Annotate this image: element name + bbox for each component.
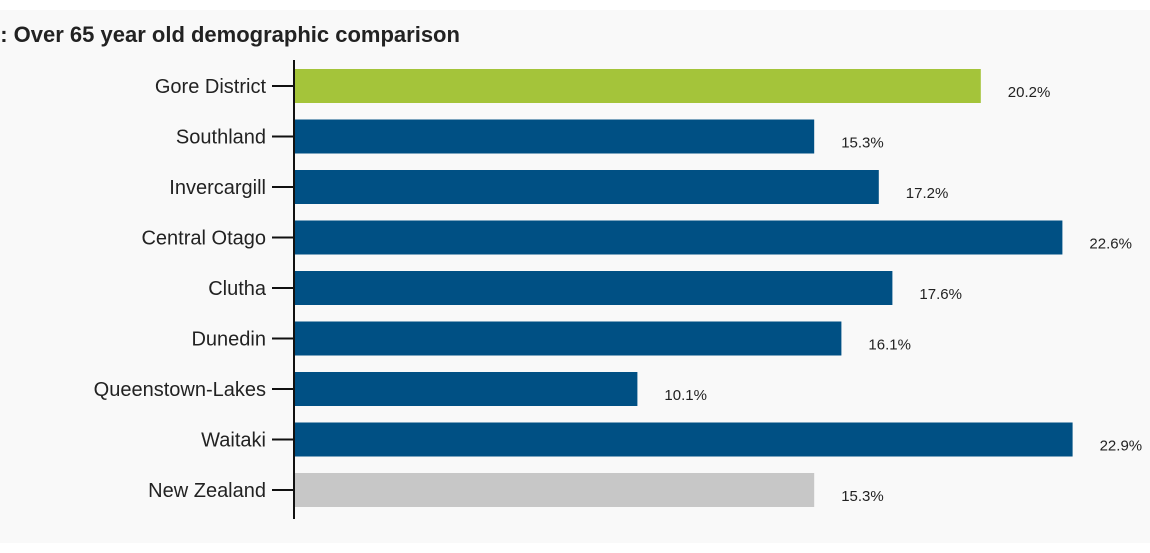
category-label-waitaki: Waitaki	[201, 430, 266, 452]
bar-central-otago	[294, 220, 1063, 255]
ticks-group	[272, 85, 294, 491]
chart-title: 1: Over 65 year old demographic comparis…	[0, 22, 460, 47]
bar-invercargill	[294, 170, 879, 204]
value-label-waitaki: 22.9%	[1100, 438, 1143, 455]
bar-clutha	[294, 271, 893, 305]
bar-new-zealand	[294, 473, 815, 507]
value-label-dunedin: 16.1%	[868, 337, 911, 354]
bars-group	[294, 69, 1073, 507]
category-label-clutha: Clutha	[208, 278, 267, 300]
category-label-dunedin: Dunedin	[191, 329, 266, 351]
category-label-southland: Southland	[176, 127, 266, 149]
category-label-central-otago: Central Otago	[141, 228, 266, 250]
value-label-central-otago: 22.6%	[1089, 236, 1132, 253]
bar-queenstown-lakes	[294, 372, 638, 406]
category-label-gore-district: Gore District	[155, 76, 267, 98]
category-labels-group: Gore District Southland Invercargill Centra…	[94, 76, 267, 502]
value-label-queenstown-lakes: 10.1%	[664, 387, 707, 404]
category-label-new-zealand: New Zealand	[148, 480, 266, 502]
bar-gore-district	[294, 69, 981, 103]
value-label-southland: 15.3%	[841, 135, 884, 152]
value-labels-group: 20.2% 15.3% 17.2% 22.6% 17.6% 16.1% 10.1% 22.9%…	[664, 84, 1142, 505]
value-label-new-zealand: 15.3%	[841, 488, 884, 505]
bar-southland	[294, 119, 815, 154]
value-label-clutha: 17.6%	[919, 286, 962, 303]
category-label-queenstown-lakes: Queenstown-Lakes	[94, 379, 266, 401]
bar-dunedin	[294, 321, 842, 356]
value-label-gore-district: 20.2%	[1008, 84, 1051, 101]
bar-waitaki	[294, 422, 1073, 457]
value-label-invercargill: 17.2%	[906, 185, 949, 202]
category-label-invercargill: Invercargill	[169, 177, 266, 199]
